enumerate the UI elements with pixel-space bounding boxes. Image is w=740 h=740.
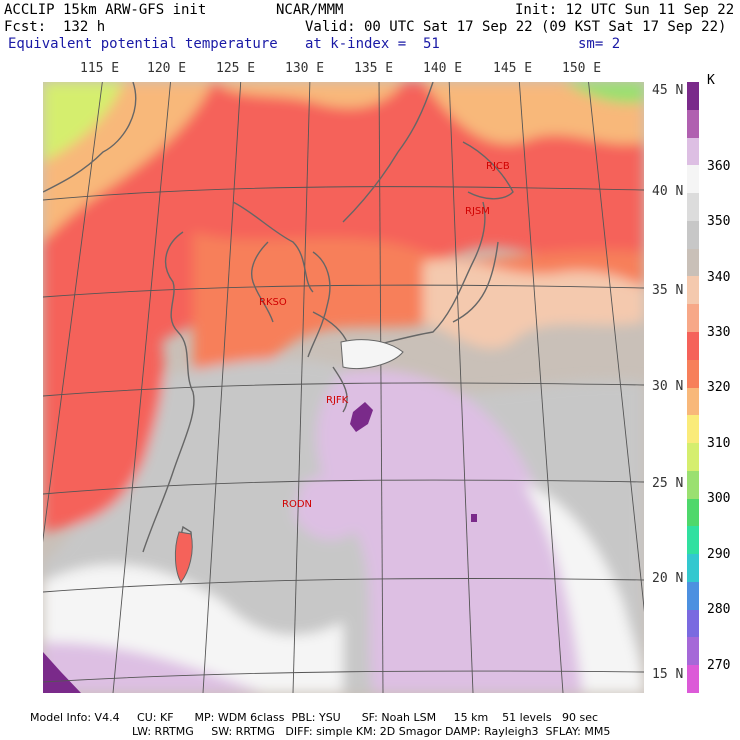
sw-corner-max: [43, 652, 81, 693]
lon-label: 145 E: [493, 61, 533, 76]
typhoon-core: [350, 402, 373, 432]
colorbar-label: 290: [707, 547, 731, 562]
colorbar-swatch: [687, 443, 699, 472]
field-name: Equivalent potential temperature: [8, 36, 278, 52]
lon-label: 125 E: [216, 61, 256, 76]
colorbar-swatch: [687, 554, 699, 583]
level-index: at k-index = 51: [305, 36, 440, 52]
station-rodn: RODN: [282, 499, 312, 510]
colorbar-label: 270: [707, 658, 731, 673]
colorbar-swatch: [687, 248, 699, 277]
colorbar-swatch: [687, 387, 699, 416]
colorbar-swatch: [687, 220, 699, 249]
valid-time: Valid: 00 UTC Sat 17 Sep 22 (09 KST Sat …: [305, 19, 727, 35]
colorbar-label: 300: [707, 491, 731, 506]
colorbar-label: 360: [707, 159, 731, 174]
colorbar-swatch: [687, 276, 699, 305]
model-info-line2: LW: RRTMG SW: RRTMG DIFF: simple KM: 2D …: [132, 725, 611, 738]
colorbar-swatch: [687, 137, 699, 166]
colorbar-swatch: [687, 665, 699, 694]
colorbar-label: 340: [707, 270, 731, 285]
lon-label: 140 E: [423, 61, 463, 76]
colorbar-swatch: [687, 581, 699, 610]
lat-label: 25 N: [652, 476, 684, 491]
graticule: [43, 82, 644, 693]
colorbar-swatch: [687, 109, 699, 138]
lat-label: 45 N: [652, 83, 684, 98]
lon-label: 120 E: [147, 61, 187, 76]
colorbar-swatch: [687, 526, 699, 555]
lat-label: 15 N: [652, 667, 684, 682]
colorbar-label: 350: [707, 214, 731, 229]
lat-label: 40 N: [652, 184, 684, 199]
lat-label: 35 N: [652, 283, 684, 298]
colorbar-label: 320: [707, 380, 731, 395]
colorbar-swatch: [687, 331, 699, 360]
station-rjsm: RJSM: [465, 206, 490, 217]
station-rjcb: RJCB: [486, 161, 510, 172]
colorbar-unit: K: [707, 73, 715, 88]
colorbar-label: 330: [707, 325, 731, 340]
lon-label: 115 E: [80, 61, 120, 76]
taiwan: [174, 531, 193, 583]
colorbar-swatch: [687, 415, 699, 444]
colorbar-swatch: [687, 193, 699, 222]
theta-e-field: [43, 82, 644, 693]
colorbar-swatch: [687, 165, 699, 194]
forecast-hour: Fcst: 132 h: [4, 19, 106, 35]
lon-label: 130 E: [285, 61, 325, 76]
colorbar-swatch: [687, 82, 699, 110]
init-time: Init: 12 UTC Sun 11 Sep 22: [515, 2, 735, 18]
lon-label: 135 E: [354, 61, 394, 76]
colorbar-swatch: [687, 470, 699, 499]
model-info-line1: Model Info: V4.4 CU: KF MP: WDM 6class P…: [30, 711, 599, 724]
lat-label: 30 N: [652, 379, 684, 394]
colorbar-swatch: [687, 304, 699, 333]
theta-e-map: [43, 82, 644, 693]
colorbar-label: 310: [707, 436, 731, 451]
colorbar-swatch: [687, 498, 699, 527]
colorbar-swatch: [687, 609, 699, 638]
shikoku-kyushu: [340, 339, 404, 370]
institution: NCAR/MMM: [276, 2, 344, 18]
colorbar-swatch: [687, 637, 699, 666]
colorbar-label: 280: [707, 602, 731, 617]
station-rjfk: RJFK: [326, 395, 349, 406]
colorbar-swatch: [687, 359, 699, 388]
lat-label: 20 N: [652, 571, 684, 586]
convective-cell: [471, 514, 477, 522]
smoothing: sm= 2: [578, 36, 621, 52]
lon-label: 150 E: [562, 61, 602, 76]
station-rkso: RKSO: [259, 297, 287, 308]
model-title: ACCLIP 15km ARW-GFS init: [4, 2, 207, 18]
